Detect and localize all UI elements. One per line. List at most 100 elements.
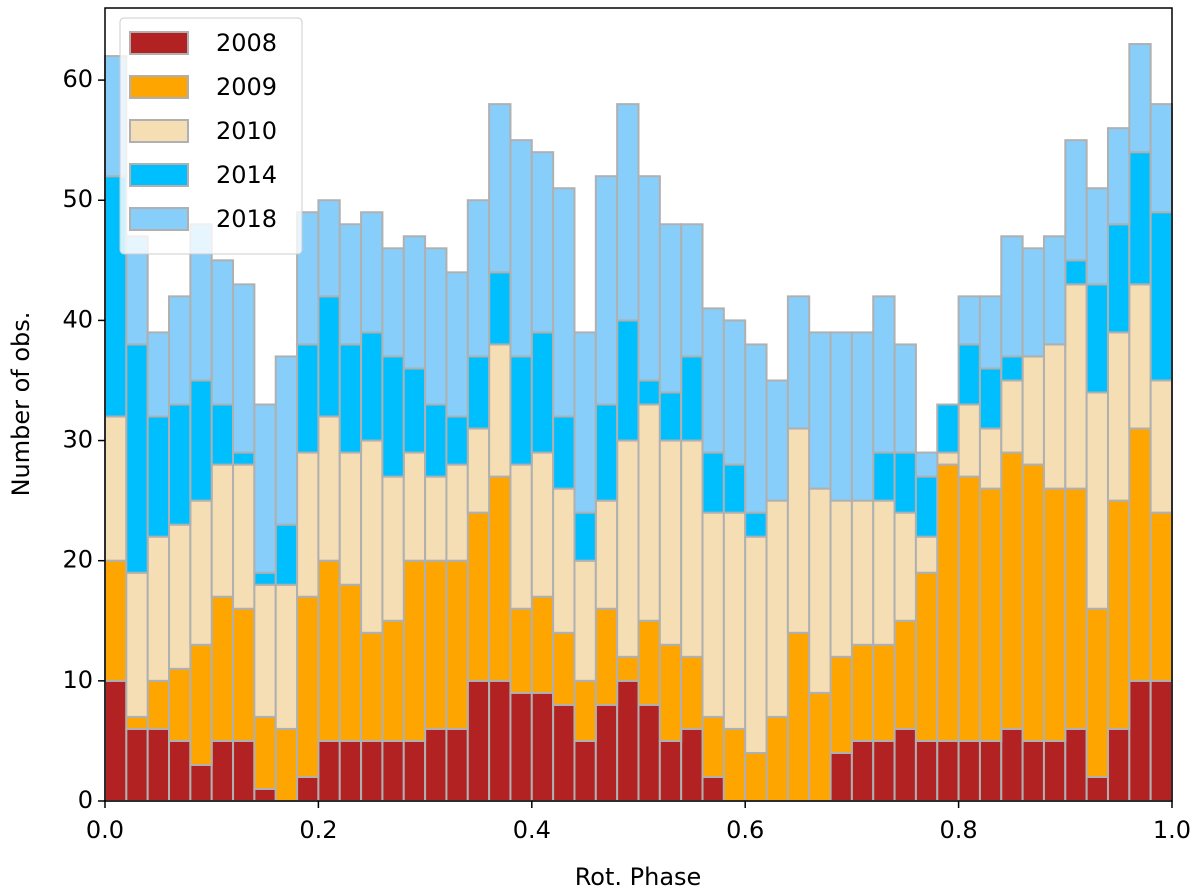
bar	[957, 343, 981, 406]
bar	[658, 223, 683, 394]
bar	[552, 703, 576, 802]
bar	[232, 463, 256, 610]
bar	[168, 295, 192, 406]
bar	[146, 679, 171, 730]
bar	[616, 319, 640, 442]
x-tick-label: 1.0	[1153, 816, 1191, 844]
bar	[1128, 43, 1152, 154]
bar	[466, 199, 491, 358]
bar	[680, 655, 704, 730]
bar	[914, 475, 939, 538]
bar	[594, 499, 619, 610]
bar	[594, 607, 619, 706]
bar	[1021, 355, 1045, 466]
bar	[317, 295, 341, 418]
bar	[893, 727, 917, 803]
legend-label: 2010	[216, 117, 277, 145]
y-tick-label: 0	[78, 786, 93, 814]
bar	[210, 403, 235, 466]
bar	[274, 355, 299, 526]
bar	[722, 319, 747, 466]
bar	[1064, 259, 1088, 286]
bar	[445, 727, 469, 803]
bar	[850, 643, 875, 742]
bar	[509, 463, 533, 610]
bar	[978, 427, 1003, 490]
bar	[1042, 235, 1067, 346]
bar	[552, 187, 576, 418]
bar	[573, 331, 597, 514]
bar	[872, 499, 896, 646]
bar	[573, 511, 597, 562]
bar	[445, 415, 469, 466]
bar	[1000, 355, 1024, 382]
bar	[146, 331, 171, 418]
bar	[637, 175, 661, 382]
bar	[232, 607, 256, 742]
bar	[552, 415, 576, 490]
bar	[829, 499, 853, 658]
bar	[722, 511, 747, 730]
bar	[914, 451, 939, 478]
bar	[488, 343, 512, 478]
bar	[680, 355, 704, 442]
bar	[424, 727, 448, 803]
bar	[338, 223, 363, 346]
bar	[1128, 283, 1152, 430]
bar	[1106, 331, 1131, 502]
bar	[594, 703, 619, 802]
bar	[253, 403, 277, 574]
x-tick-label: 0.0	[86, 816, 124, 844]
bar	[594, 175, 619, 406]
bar	[466, 679, 491, 803]
bar	[765, 499, 789, 718]
bar	[488, 103, 512, 274]
bar	[1149, 379, 1174, 514]
bar	[402, 367, 427, 454]
x-tick-label: 0.8	[940, 816, 978, 844]
y-tick-label: 40	[62, 305, 93, 333]
legend-swatch	[129, 119, 189, 143]
bar	[1064, 139, 1088, 262]
bar	[1106, 223, 1131, 334]
bar	[402, 739, 427, 803]
legend-label: 2008	[216, 29, 277, 57]
bar	[146, 727, 171, 803]
bar	[317, 559, 341, 742]
bar	[850, 331, 875, 502]
bar	[1000, 727, 1024, 803]
bar	[296, 343, 320, 454]
bar	[957, 295, 981, 346]
bar	[936, 451, 960, 466]
bar	[744, 343, 768, 514]
bar	[957, 403, 981, 478]
bar	[445, 463, 469, 562]
bar	[210, 595, 235, 742]
bar	[445, 559, 469, 730]
bar	[488, 475, 512, 682]
bar	[808, 691, 832, 803]
bar	[786, 295, 811, 430]
bar	[978, 739, 1003, 803]
bar	[680, 727, 704, 803]
bar	[381, 739, 405, 803]
bar	[637, 403, 661, 622]
bar	[872, 739, 896, 803]
bar	[360, 631, 384, 742]
bar	[1042, 343, 1067, 490]
bar	[466, 427, 491, 514]
bar	[189, 379, 213, 502]
bar	[786, 631, 811, 803]
bar	[1021, 739, 1045, 803]
y-axis-label: Number of obs.	[7, 312, 35, 497]
bar	[125, 715, 149, 730]
bar	[466, 355, 491, 430]
bar	[658, 439, 683, 646]
bar	[381, 619, 405, 742]
bar	[808, 487, 832, 694]
bar	[232, 451, 256, 466]
bar	[125, 343, 149, 574]
bar	[381, 355, 405, 478]
bar	[317, 739, 341, 803]
